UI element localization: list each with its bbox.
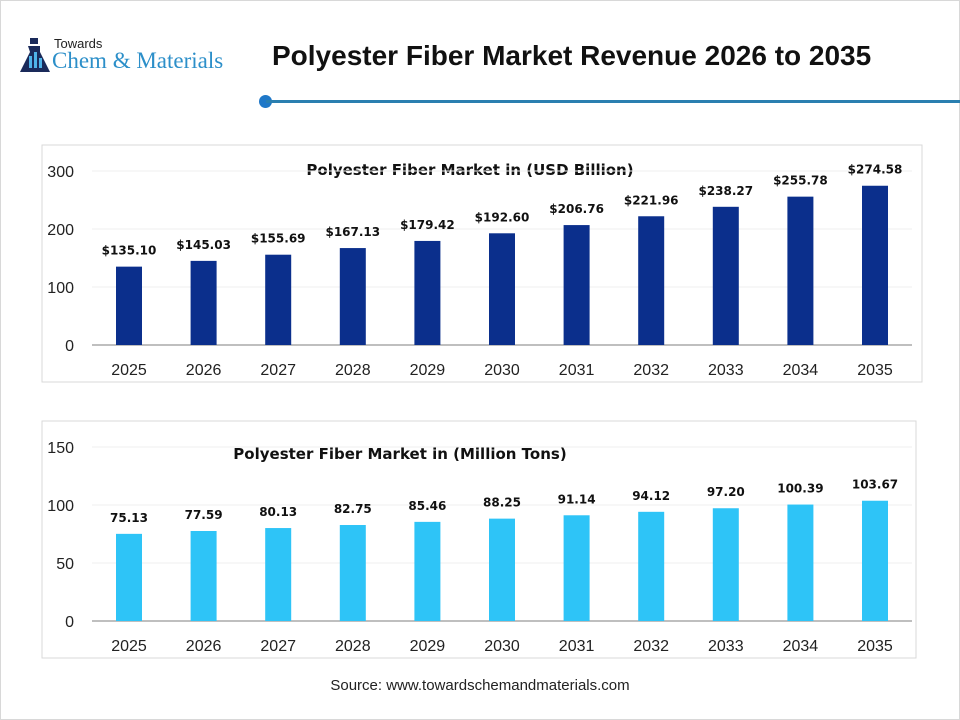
data-label: $206.76: [549, 202, 604, 216]
data-label: 103.67: [852, 478, 898, 492]
chart-2-border: [41, 420, 917, 659]
bar: [265, 254, 292, 345]
bar: [712, 508, 739, 621]
x-tick-label: 2031: [559, 362, 595, 379]
x-tick-label: 2030: [484, 362, 520, 379]
x-tick-label: 2028: [335, 638, 371, 655]
source-text: Source: www.towardschemandmaterials.com: [330, 677, 630, 694]
bar: [563, 225, 590, 345]
y-tick-label: 0: [65, 338, 74, 355]
bar: [638, 216, 665, 345]
data-label: $155.69: [251, 232, 306, 246]
x-tick-label: 2033: [708, 638, 744, 655]
data-label: 85.46: [408, 499, 446, 513]
data-label: $221.96: [624, 193, 679, 207]
data-label: $192.60: [475, 210, 530, 224]
bar: [339, 248, 366, 345]
data-label: 82.75: [334, 502, 372, 516]
data-label: 80.13: [259, 505, 297, 519]
bar: [862, 185, 888, 345]
data-label: 77.59: [185, 508, 223, 522]
rule-dot: [259, 95, 272, 108]
logo-big-text: Chem & Materials: [52, 48, 224, 73]
y-tick-label: 0: [65, 614, 74, 631]
bar: [489, 518, 515, 621]
data-label: $145.03: [176, 238, 231, 252]
x-tick-label: 2025: [111, 362, 147, 379]
y-tick-label: 150: [47, 440, 74, 457]
bar: [787, 196, 814, 345]
x-tick-label: 2028: [335, 362, 371, 379]
x-tick-label: 2027: [260, 638, 296, 655]
bar: [339, 525, 366, 621]
x-tick-label: 2029: [410, 638, 446, 655]
bar: [862, 500, 888, 621]
title-rule: [266, 100, 960, 103]
bar: [638, 511, 665, 621]
y-tick-label: 50: [56, 556, 74, 573]
chart-title: Polyester Fiber Market in (USD Billion): [306, 161, 633, 179]
data-label: 88.25: [483, 496, 521, 510]
data-label: 100.39: [777, 482, 823, 496]
bar: [712, 206, 739, 345]
bar: [116, 266, 142, 345]
x-tick-label: 2035: [857, 362, 893, 379]
bar: [563, 515, 590, 621]
logo-small-text: Towards: [54, 36, 103, 51]
bar: [116, 533, 142, 621]
bar: [414, 521, 441, 621]
x-tick-label: 2026: [186, 638, 222, 655]
x-tick-label: 2031: [559, 638, 595, 655]
data-label: 91.14: [558, 492, 596, 506]
data-label: 94.12: [632, 489, 670, 503]
y-tick-label: 100: [47, 280, 74, 297]
data-label: 97.20: [707, 485, 745, 499]
y-tick-label: 200: [47, 222, 74, 239]
x-tick-label: 2029: [410, 362, 446, 379]
x-tick-label: 2032: [633, 638, 669, 655]
y-tick-label: 100: [47, 498, 74, 515]
x-tick-label: 2033: [708, 362, 744, 379]
x-tick-label: 2030: [484, 638, 520, 655]
bar: [489, 233, 515, 345]
bar: [787, 504, 814, 621]
logo: Towards Chem & Materials: [18, 36, 258, 76]
x-tick-label: 2035: [857, 638, 893, 655]
bar: [265, 528, 292, 621]
data-label: $274.58: [848, 163, 903, 177]
bar: [190, 530, 217, 621]
data-label: $179.42: [400, 218, 455, 232]
page-title: Polyester Fiber Market Revenue 2026 to 2…: [272, 40, 872, 71]
data-label: $135.10: [102, 244, 157, 258]
x-tick-label: 2025: [111, 638, 147, 655]
x-tick-label: 2027: [260, 362, 296, 379]
x-tick-label: 2034: [783, 362, 819, 379]
x-tick-label: 2032: [633, 362, 669, 379]
bar: [414, 240, 441, 345]
flask-icon: [20, 38, 50, 72]
data-label: $255.78: [773, 174, 828, 188]
chart-1-border: [41, 144, 923, 383]
bar: [190, 260, 217, 345]
data-label: $167.13: [325, 225, 380, 239]
y-tick-label: 300: [47, 164, 74, 181]
data-label: 75.13: [110, 511, 148, 525]
x-tick-label: 2034: [783, 638, 819, 655]
chart-title: Polyester Fiber Market in (Million Tons): [233, 445, 566, 463]
data-label: $238.27: [698, 184, 753, 198]
x-tick-label: 2026: [186, 362, 222, 379]
